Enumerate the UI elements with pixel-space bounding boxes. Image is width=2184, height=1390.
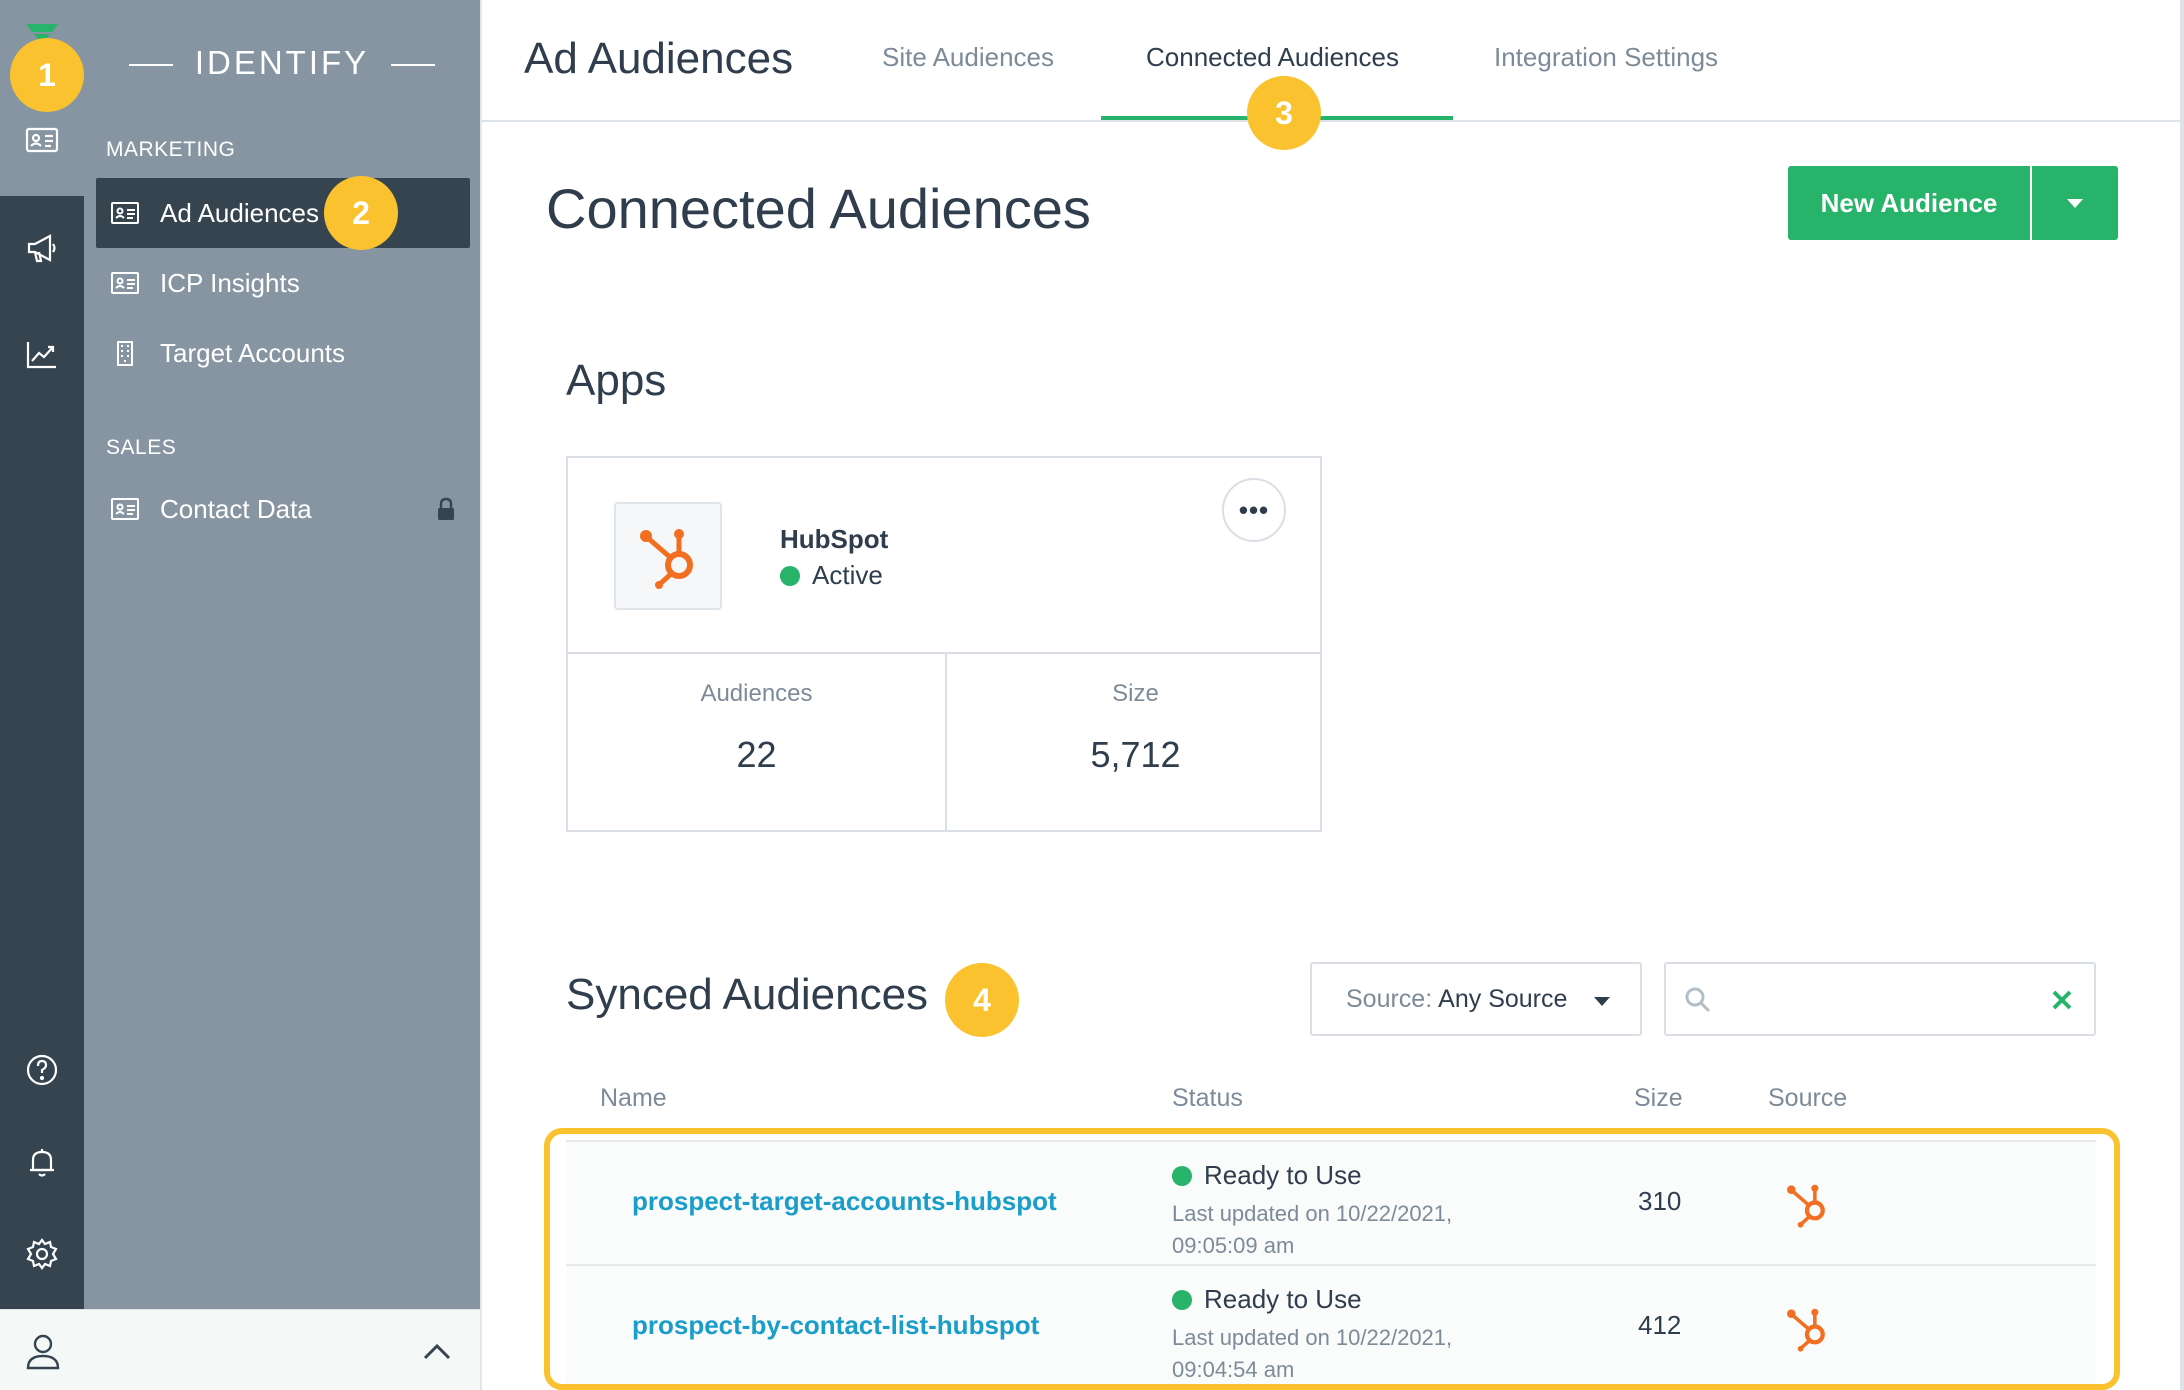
gear-icon[interactable] bbox=[22, 1234, 62, 1274]
building-icon bbox=[110, 340, 140, 366]
column-header-name[interactable]: Name bbox=[600, 1084, 667, 1112]
panel-divider bbox=[480, 0, 482, 1390]
search-icon bbox=[1685, 987, 1711, 1013]
audience-name-link[interactable]: prospect-target-accounts-hubspot bbox=[632, 1186, 1057, 1216]
sidebar-item-target-accounts[interactable]: Target Accounts bbox=[96, 318, 470, 388]
audience-status: Ready to Use bbox=[1172, 1284, 1362, 1315]
icon-rail bbox=[0, 0, 84, 1309]
audiences-count: 22 bbox=[736, 734, 777, 775]
tab-site-audiences[interactable]: Site Audiences bbox=[882, 42, 1055, 72]
caret-down-icon bbox=[2067, 198, 2083, 208]
contact-card-icon bbox=[110, 200, 140, 226]
hubspot-app-card: HubSpot Active ••• Audiences 22 Size 5,7… bbox=[566, 456, 1322, 832]
rows-highlight-outline bbox=[544, 1128, 2120, 1390]
sidebar-item-contact-data[interactable]: Contact Data bbox=[96, 474, 470, 544]
sidebar-item-label: Contact Data bbox=[160, 493, 312, 524]
app-title: Ad Audiences bbox=[524, 34, 794, 83]
synced-audiences-heading: Synced Audiences bbox=[566, 970, 929, 1019]
nav-title: IDENTIFY bbox=[84, 44, 480, 82]
status-dot-icon bbox=[780, 565, 800, 586]
sidebar-item-label: Ad Audiences bbox=[160, 197, 320, 228]
chevron-up-icon[interactable] bbox=[420, 1338, 454, 1364]
nav-section-sales: SALES bbox=[106, 436, 177, 459]
app-status-text: Active bbox=[812, 560, 883, 590]
search-box[interactable] bbox=[1664, 962, 2096, 1036]
hubspot-logo bbox=[614, 502, 722, 610]
app-name: HubSpot bbox=[780, 524, 889, 554]
contact-card-icon[interactable] bbox=[22, 120, 62, 160]
step-badge-2: 2 bbox=[324, 176, 398, 250]
page-title: Connected Audiences bbox=[546, 177, 1091, 240]
audience-last-updated: Last updated on 10/22/2021, 09:05:09 am bbox=[1172, 1201, 1453, 1258]
hubspot-icon bbox=[1787, 1184, 1825, 1228]
search-input[interactable] bbox=[1726, 978, 2026, 1022]
status-dot-icon bbox=[1172, 1289, 1192, 1310]
clear-icon[interactable] bbox=[2048, 986, 2076, 1014]
audience-last-updated: Last updated on 10/22/2021, 09:04:54 am bbox=[1172, 1325, 1453, 1382]
app-status: Active bbox=[780, 560, 883, 591]
sidebar-nav: IDENTIFY MARKETING Ad Audiences ICP Insi… bbox=[84, 0, 480, 1309]
new-audience-button[interactable]: New Audience bbox=[1788, 166, 2030, 240]
user-bar[interactable] bbox=[0, 1309, 480, 1390]
step-badge-4: 4 bbox=[945, 963, 1019, 1037]
source-filter-label: Source: bbox=[1346, 984, 1433, 1013]
column-header-source[interactable]: Source bbox=[1768, 1084, 1848, 1112]
column-header-status[interactable]: Status bbox=[1172, 1084, 1243, 1112]
audience-status-text: Ready to Use bbox=[1204, 1284, 1362, 1314]
sidebar-item-ad-audiences[interactable]: Ad Audiences bbox=[96, 178, 470, 248]
new-audience-dropdown-button[interactable] bbox=[2032, 166, 2118, 240]
megaphone-icon[interactable] bbox=[22, 228, 62, 268]
caret-down-icon bbox=[1594, 997, 1610, 1006]
hubspot-icon bbox=[1787, 1308, 1825, 1352]
size-label: Size bbox=[1112, 680, 1159, 707]
audience-size: 412 bbox=[1638, 1310, 1682, 1340]
tab-integration-settings[interactable]: Integration Settings bbox=[1494, 42, 1719, 72]
audience-status-text: Ready to Use bbox=[1204, 1160, 1362, 1190]
help-icon[interactable] bbox=[22, 1050, 62, 1090]
window-edge bbox=[2180, 0, 2184, 1390]
step-badge-3: 3 bbox=[1247, 76, 1321, 150]
audience-size: 310 bbox=[1638, 1186, 1682, 1216]
trend-chart-icon[interactable] bbox=[22, 334, 62, 374]
more-options-button[interactable]: ••• bbox=[1222, 478, 1286, 542]
status-dot-icon bbox=[1172, 1165, 1192, 1186]
audience-status: Ready to Use bbox=[1172, 1160, 1362, 1191]
apps-heading: Apps bbox=[566, 356, 667, 405]
audiences-label: Audiences bbox=[700, 680, 813, 707]
card-divider bbox=[568, 652, 1320, 654]
audience-name-link[interactable]: prospect-by-contact-list-hubspot bbox=[632, 1310, 1040, 1340]
table-row[interactable]: prospect-target-accounts-hubspot Ready t… bbox=[566, 1140, 2096, 1264]
tab-connected-audiences[interactable]: Connected Audiences bbox=[1146, 42, 1399, 72]
bell-icon[interactable] bbox=[22, 1142, 62, 1182]
user-icon[interactable] bbox=[22, 1330, 64, 1372]
table-row[interactable]: prospect-by-contact-list-hubspot Ready t… bbox=[566, 1264, 2096, 1388]
nav-section-marketing: MARKETING bbox=[106, 138, 236, 161]
lock-icon bbox=[438, 497, 454, 520]
hubspot-icon bbox=[640, 529, 693, 589]
step-badge-1: 1 bbox=[10, 38, 84, 112]
column-header-size[interactable]: Size bbox=[1634, 1084, 1683, 1112]
source-filter-value: Any Source bbox=[1438, 984, 1568, 1013]
contact-card-icon bbox=[110, 496, 140, 522]
sidebar-item-label: Target Accounts bbox=[160, 337, 345, 368]
card-divider bbox=[945, 654, 947, 832]
contact-card-icon bbox=[110, 270, 140, 296]
top-bar: Ad Audiences Site Audiences Connected Au… bbox=[482, 0, 2184, 122]
size-value: 5,712 bbox=[1090, 734, 1181, 775]
sidebar-item-icp-insights[interactable]: ICP Insights bbox=[96, 248, 470, 318]
source-filter-select[interactable]: Source: Any Source bbox=[1310, 962, 1642, 1036]
sidebar-item-label: ICP Insights bbox=[160, 267, 300, 298]
nav-title-text: IDENTIFY bbox=[194, 44, 370, 81]
